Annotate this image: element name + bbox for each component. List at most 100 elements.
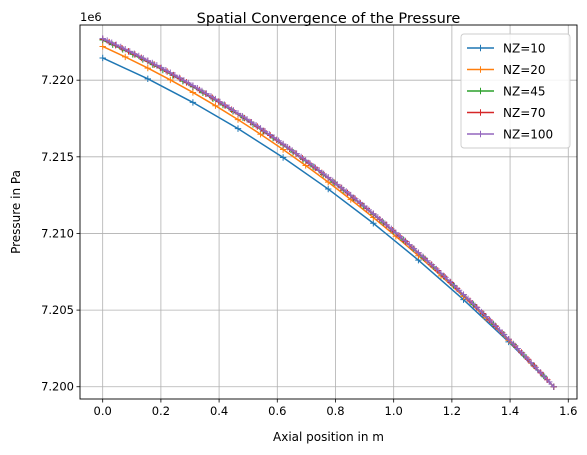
data-point — [523, 354, 530, 362]
data-point — [140, 55, 147, 62]
data-point — [428, 261, 436, 269]
data-point — [189, 99, 197, 106]
data-point — [212, 95, 219, 103]
data-point — [135, 52, 142, 60]
data-point — [397, 233, 404, 240]
data-point — [410, 245, 418, 252]
data-point — [221, 101, 228, 108]
data-point — [149, 59, 156, 67]
data-point — [306, 160, 314, 167]
data-point — [234, 125, 242, 132]
data-point — [189, 82, 197, 89]
data-point — [167, 76, 174, 84]
legend-entry: NZ=45 — [467, 84, 546, 98]
data-point — [370, 220, 377, 227]
data-point — [315, 167, 323, 174]
data-point — [383, 221, 391, 229]
data-point — [122, 46, 129, 53]
data-point — [153, 62, 161, 69]
data-point — [207, 93, 215, 100]
legend: NZ=10 NZ=20 NZ=45 NZ=70 NZ=100 — [460, 33, 571, 149]
x-tick-label: 0.2 — [152, 404, 170, 418]
data-point — [194, 85, 201, 92]
data-point — [541, 373, 548, 381]
legend-marker — [477, 87, 484, 95]
data-point — [343, 188, 350, 195]
data-point — [279, 154, 287, 161]
data-point — [546, 378, 553, 386]
data-point — [189, 89, 197, 96]
data-point — [487, 317, 494, 325]
x-tick-label: 0.0 — [94, 404, 112, 418]
x-tick-label: 1.0 — [385, 404, 403, 418]
chart-title: Spatial Convergence of the Pressure — [197, 11, 461, 27]
data-point — [131, 50, 138, 57]
data-point — [297, 153, 305, 161]
data-point — [320, 170, 327, 178]
data-point — [392, 229, 400, 236]
data-point — [415, 249, 422, 256]
series-layer — [99, 35, 557, 390]
data-point — [203, 90, 210, 97]
data-point — [482, 313, 490, 320]
data-point — [311, 163, 318, 171]
data-point — [455, 287, 463, 294]
data-point — [144, 57, 151, 64]
data-point — [176, 74, 183, 81]
data-point — [99, 35, 106, 42]
legend-label: NZ=45 — [503, 84, 546, 98]
data-point — [514, 345, 521, 352]
data-point — [374, 214, 382, 221]
legend-marker — [477, 130, 484, 138]
data-point — [261, 128, 269, 135]
plot-frame — [79, 24, 578, 400]
x-tick-label: 0.8 — [326, 404, 344, 418]
data-point — [302, 157, 309, 164]
data-point — [473, 304, 481, 311]
y-axis-label: Pressure in Pa — [9, 170, 23, 254]
data-point — [248, 119, 255, 126]
data-point — [469, 300, 476, 307]
data-point — [108, 39, 115, 46]
legend-label: NZ=70 — [503, 106, 546, 120]
y-tick-label: 7.215 — [41, 150, 74, 164]
data-point — [288, 147, 296, 154]
legend-label: NZ=20 — [503, 63, 546, 77]
legend-entry: NZ=20 — [467, 63, 546, 77]
data-point — [230, 107, 237, 114]
data-point — [518, 349, 526, 357]
legend-marker — [477, 66, 484, 73]
data-point — [365, 206, 373, 214]
legend-entry: NZ=10 — [467, 41, 546, 55]
x-tick-label: 1.4 — [501, 404, 519, 418]
data-point — [424, 257, 431, 264]
y-tick-label: 7.210 — [41, 226, 74, 240]
data-point — [500, 331, 508, 338]
data-point — [352, 195, 359, 202]
data-point — [361, 202, 368, 210]
data-point — [275, 137, 282, 144]
data-point — [266, 131, 273, 138]
data-point — [329, 177, 336, 185]
data-point — [239, 113, 246, 120]
data-point — [347, 191, 354, 199]
data-point — [122, 53, 129, 61]
data-point — [338, 184, 345, 192]
data-point — [527, 359, 535, 366]
data-point — [464, 295, 472, 303]
x-tick-label: 1.6 — [559, 404, 577, 418]
data-point — [225, 104, 233, 111]
legend-box — [460, 33, 571, 149]
data-point — [478, 308, 485, 316]
data-point — [406, 241, 413, 248]
data-point — [419, 253, 427, 260]
legend-label: NZ=100 — [503, 127, 553, 141]
data-point — [180, 77, 188, 84]
data-point — [491, 322, 499, 329]
series-nz-100 — [99, 35, 557, 390]
y-tick-label: 7.220 — [41, 73, 74, 87]
data-point — [99, 43, 106, 50]
data-point — [234, 116, 242, 123]
data-point — [446, 278, 454, 285]
data-point — [158, 64, 165, 72]
